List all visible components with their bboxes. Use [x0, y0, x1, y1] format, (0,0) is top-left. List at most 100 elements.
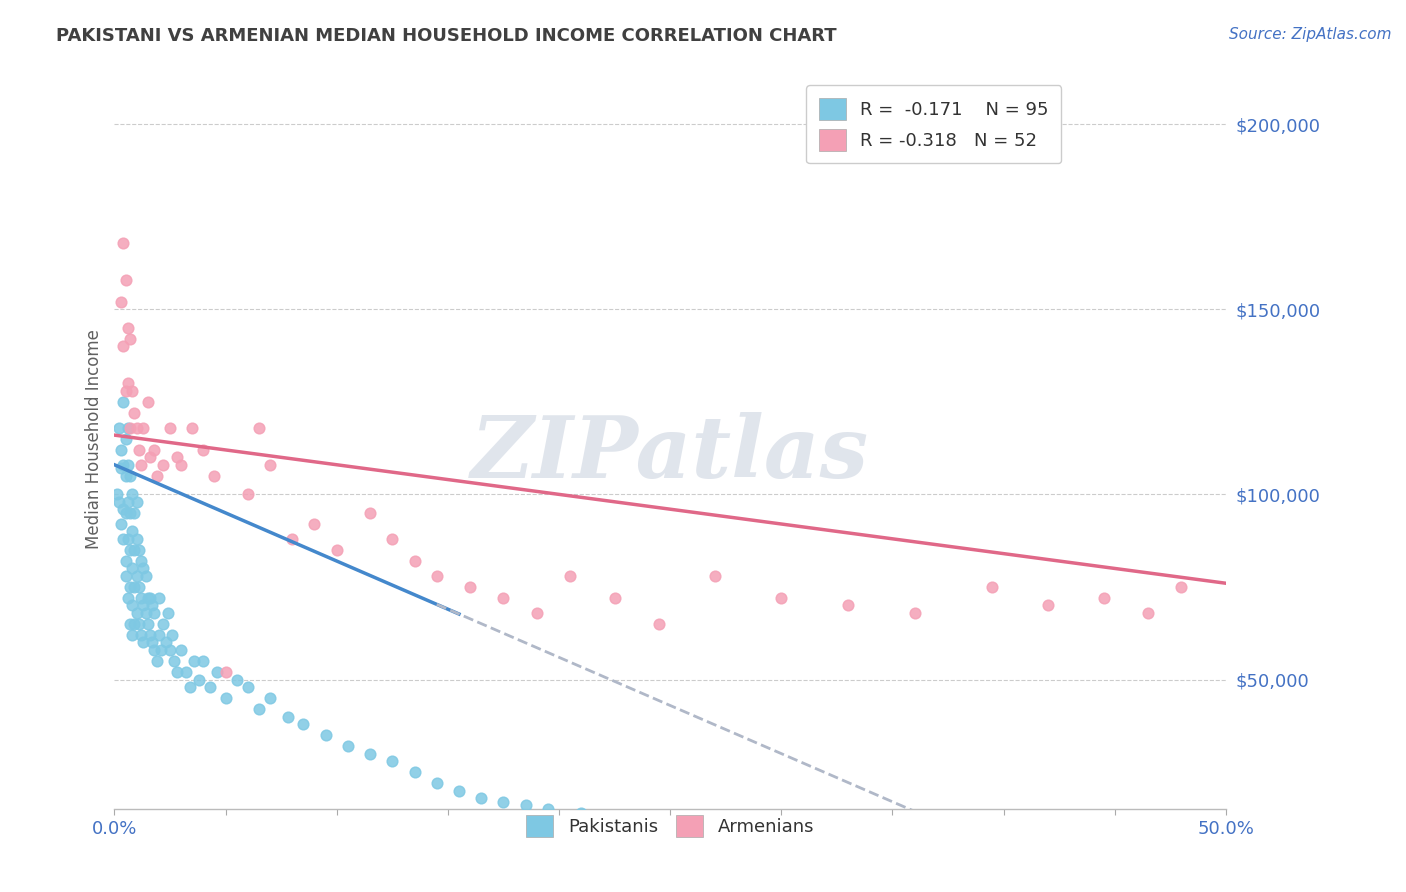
Point: [259, 458, 281, 472]
Point: [166, 450, 188, 465]
Point: [492, 591, 515, 605]
Point: [193, 654, 215, 668]
Point: [148, 591, 170, 605]
Point: [281, 532, 304, 546]
Point: [145, 654, 167, 668]
Point: [112, 394, 135, 409]
Point: [135, 569, 157, 583]
Point: [112, 532, 135, 546]
Point: [277, 709, 299, 723]
Point: [141, 635, 163, 649]
Point: [198, 680, 221, 694]
Point: [236, 487, 259, 501]
Point: [114, 468, 136, 483]
Point: [359, 747, 381, 761]
Point: [159, 421, 181, 435]
Point: [135, 606, 157, 620]
Point: [492, 795, 515, 809]
Point: [124, 506, 146, 520]
Point: [247, 421, 270, 435]
Point: [114, 272, 136, 286]
Point: [128, 580, 150, 594]
Point: [236, 680, 259, 694]
Point: [136, 591, 159, 605]
Point: [152, 458, 174, 472]
Text: ZIPatlas: ZIPatlas: [471, 412, 869, 495]
Point: [129, 554, 152, 568]
Point: [225, 673, 247, 687]
Point: [558, 569, 581, 583]
Point: [205, 665, 228, 680]
Point: [159, 643, 181, 657]
Point: [129, 458, 152, 472]
Point: [315, 728, 337, 742]
Point: [156, 606, 179, 620]
Point: [108, 495, 131, 509]
Point: [1137, 606, 1160, 620]
Point: [359, 506, 381, 520]
Point: [143, 442, 166, 457]
Point: [121, 599, 143, 613]
Point: [187, 673, 209, 687]
Point: [150, 643, 173, 657]
Point: [124, 406, 146, 420]
Point: [139, 628, 162, 642]
Point: [125, 606, 148, 620]
Point: [703, 569, 725, 583]
Point: [139, 450, 162, 465]
Point: [121, 524, 143, 539]
Point: [166, 665, 188, 680]
Point: [136, 394, 159, 409]
Point: [404, 765, 426, 780]
Legend: Pakistanis, Armenians: Pakistanis, Armenians: [519, 808, 821, 845]
Point: [143, 643, 166, 657]
Text: Source: ZipAtlas.com: Source: ZipAtlas.com: [1229, 27, 1392, 42]
Point: [143, 606, 166, 620]
Point: [117, 532, 139, 546]
Point: [170, 458, 193, 472]
Point: [110, 442, 132, 457]
Point: [117, 495, 139, 509]
Point: [537, 802, 560, 816]
Point: [110, 516, 132, 531]
Point: [112, 502, 135, 516]
Point: [603, 591, 626, 605]
Point: [174, 665, 197, 680]
Point: [145, 468, 167, 483]
Point: [118, 580, 141, 594]
Point: [1092, 591, 1115, 605]
Point: [114, 569, 136, 583]
Point: [125, 495, 148, 509]
Point: [770, 591, 793, 605]
Point: [121, 561, 143, 575]
Point: [426, 569, 449, 583]
Point: [155, 635, 177, 649]
Point: [112, 458, 135, 472]
Point: [124, 617, 146, 632]
Point: [132, 561, 155, 575]
Point: [458, 580, 481, 594]
Text: PAKISTANI VS ARMENIAN MEDIAN HOUSEHOLD INCOME CORRELATION CHART: PAKISTANI VS ARMENIAN MEDIAN HOUSEHOLD I…: [56, 27, 837, 45]
Point: [179, 680, 201, 694]
Point: [152, 617, 174, 632]
Point: [136, 617, 159, 632]
Point: [105, 487, 128, 501]
Point: [129, 591, 152, 605]
Point: [259, 691, 281, 706]
Point: [114, 384, 136, 398]
Point: [247, 702, 270, 716]
Point: [110, 294, 132, 309]
Point: [214, 665, 236, 680]
Point: [125, 421, 148, 435]
Point: [141, 599, 163, 613]
Point: [118, 506, 141, 520]
Point: [304, 516, 326, 531]
Point: [904, 606, 927, 620]
Point: [114, 432, 136, 446]
Point: [128, 442, 150, 457]
Point: [381, 532, 404, 546]
Point: [121, 487, 143, 501]
Point: [125, 532, 148, 546]
Point: [125, 569, 148, 583]
Point: [292, 717, 315, 731]
